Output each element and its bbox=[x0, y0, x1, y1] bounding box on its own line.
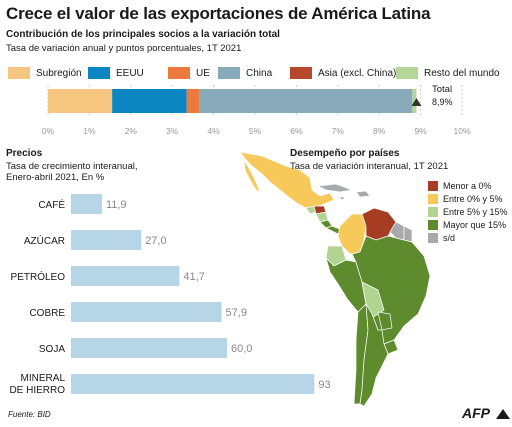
stack-segment bbox=[186, 89, 200, 113]
x-tick-label: 10% bbox=[453, 126, 470, 136]
x-tick-label: 0% bbox=[42, 126, 55, 136]
legend-item: EEUU bbox=[88, 66, 144, 80]
stack-segment bbox=[112, 89, 187, 113]
legend-label: EEUU bbox=[116, 67, 144, 79]
map-legend-label: Mayor que 15% bbox=[443, 220, 507, 230]
legend-item: Subregión bbox=[8, 66, 82, 80]
chart-subtitle: Contribución de los principales socios a… bbox=[6, 29, 280, 40]
price-bar bbox=[71, 302, 222, 322]
value-label: 60,0 bbox=[231, 343, 252, 355]
stack-segment bbox=[412, 89, 417, 113]
legend-swatch bbox=[396, 67, 418, 79]
category-label: COBRE bbox=[29, 308, 65, 319]
afp-logo-icon bbox=[496, 409, 510, 419]
map-legend-label: Entre 0% y 5% bbox=[443, 194, 503, 204]
prices-bar-chart: CAFÉ 11,9 AZÚCAR 27,0 PETRÓLEO 41,7 COBRE 57,9 S… bbox=[9, 194, 330, 396]
map-legend-item: Menor a 0% bbox=[428, 180, 492, 192]
x-tick-label: 5% bbox=[249, 126, 262, 136]
price-bar bbox=[71, 194, 102, 214]
chart-title: Crece el valor de las exportaciones de A… bbox=[6, 4, 431, 23]
map-legend-label: s/d bbox=[443, 233, 456, 243]
value-label: 27,0 bbox=[145, 235, 166, 247]
value-label: 57,9 bbox=[226, 307, 247, 319]
map-country-hispaniola bbox=[355, 190, 371, 198]
x-tick-label: 9% bbox=[414, 126, 427, 136]
map-country-argentina bbox=[359, 303, 389, 407]
value-label: 41,7 bbox=[183, 271, 204, 283]
price-bar bbox=[71, 374, 315, 394]
map-country-mexico bbox=[239, 151, 335, 209]
map-legend-swatch bbox=[428, 194, 438, 204]
prices-subtitle: Tasa de crecimiento interanual, Enero-ab… bbox=[6, 161, 138, 183]
map-legend-item: Mayor que 15% bbox=[428, 219, 506, 231]
map-legend-item: Entre 5% y 15% bbox=[428, 206, 508, 218]
category-label: AZÚCAR bbox=[24, 234, 65, 247]
map-country-bolivia bbox=[361, 281, 385, 319]
prices-title: Precios bbox=[6, 148, 43, 159]
x-tick-label: 2% bbox=[125, 126, 138, 136]
price-bar bbox=[71, 230, 142, 250]
map-country-cuba bbox=[316, 183, 354, 193]
map-country-suriname bbox=[403, 225, 413, 243]
category-label: DE HIERRO bbox=[9, 385, 65, 396]
x-tick-label: 4% bbox=[207, 126, 220, 136]
map-legend-swatch bbox=[428, 181, 438, 191]
x-tick-label: 7% bbox=[332, 126, 345, 136]
legend-label: Resto del mundo bbox=[424, 67, 500, 79]
latin-america-map bbox=[239, 151, 430, 407]
map-country-paraguay bbox=[377, 311, 393, 331]
map-legend-swatch bbox=[428, 220, 438, 230]
price-bar bbox=[71, 266, 180, 286]
stack-segment bbox=[199, 89, 413, 113]
legend-label: Asia (excl. China) bbox=[318, 67, 397, 79]
value-label: 11,9 bbox=[106, 199, 127, 211]
map-legend-label: Entre 5% y 15% bbox=[443, 207, 508, 217]
stacked-bar-chart: 0% 1% 2% 3% 4% 5% 6% 7% 8% 9% 10% bbox=[42, 85, 471, 136]
map-legend-swatch bbox=[428, 233, 438, 243]
legend-label: Subregión bbox=[36, 67, 82, 79]
legend-swatch bbox=[8, 67, 30, 79]
map-country-jamaica bbox=[336, 196, 346, 201]
legend-item: China bbox=[218, 66, 272, 80]
total-value: 8,9% bbox=[432, 97, 453, 107]
source-note: Fuente: BID bbox=[8, 410, 51, 419]
legend-swatch bbox=[218, 67, 240, 79]
legend-swatch bbox=[290, 67, 312, 79]
category-label: CAFÉ bbox=[38, 198, 65, 211]
price-bar bbox=[71, 338, 227, 358]
category-label: PETRÓLEO bbox=[11, 270, 66, 283]
map-legend-swatch bbox=[428, 207, 438, 217]
total-marker bbox=[411, 98, 422, 106]
category-label: MINERAL bbox=[21, 373, 66, 384]
legend-swatch bbox=[88, 67, 110, 79]
map-title: Desempeño por países bbox=[290, 148, 400, 159]
stack-segment bbox=[48, 89, 113, 113]
legend-item: UE bbox=[168, 66, 210, 80]
x-tick-label: 1% bbox=[83, 126, 96, 136]
x-tick-label: 8% bbox=[373, 126, 386, 136]
total-label: Total bbox=[432, 84, 453, 95]
category-label: SOJA bbox=[39, 344, 65, 355]
legend-item: Asia (excl. China) bbox=[290, 66, 396, 80]
map-country-venezuela bbox=[361, 207, 397, 241]
chart-note: Tasa de variación anual y puntos porcent… bbox=[6, 43, 242, 54]
x-tick-label: 3% bbox=[166, 126, 179, 136]
map-subtitle: Tasa de variación interanual, 1T 2021 bbox=[290, 161, 449, 172]
map-legend-label: Menor a 0% bbox=[443, 181, 492, 191]
legend-label: China bbox=[246, 67, 273, 79]
x-tick-label: 6% bbox=[290, 126, 303, 136]
legend-item: Resto del mundo bbox=[396, 66, 500, 80]
map-legend-item: Entre 0% y 5% bbox=[428, 193, 503, 205]
legend-label: UE bbox=[196, 67, 210, 79]
afp-logo: AFP bbox=[462, 405, 490, 421]
map-country-baja bbox=[243, 159, 261, 193]
value-label: 93,6 bbox=[318, 379, 330, 391]
map-legend-item: s/d bbox=[428, 232, 455, 244]
legend-swatch bbox=[168, 67, 190, 79]
